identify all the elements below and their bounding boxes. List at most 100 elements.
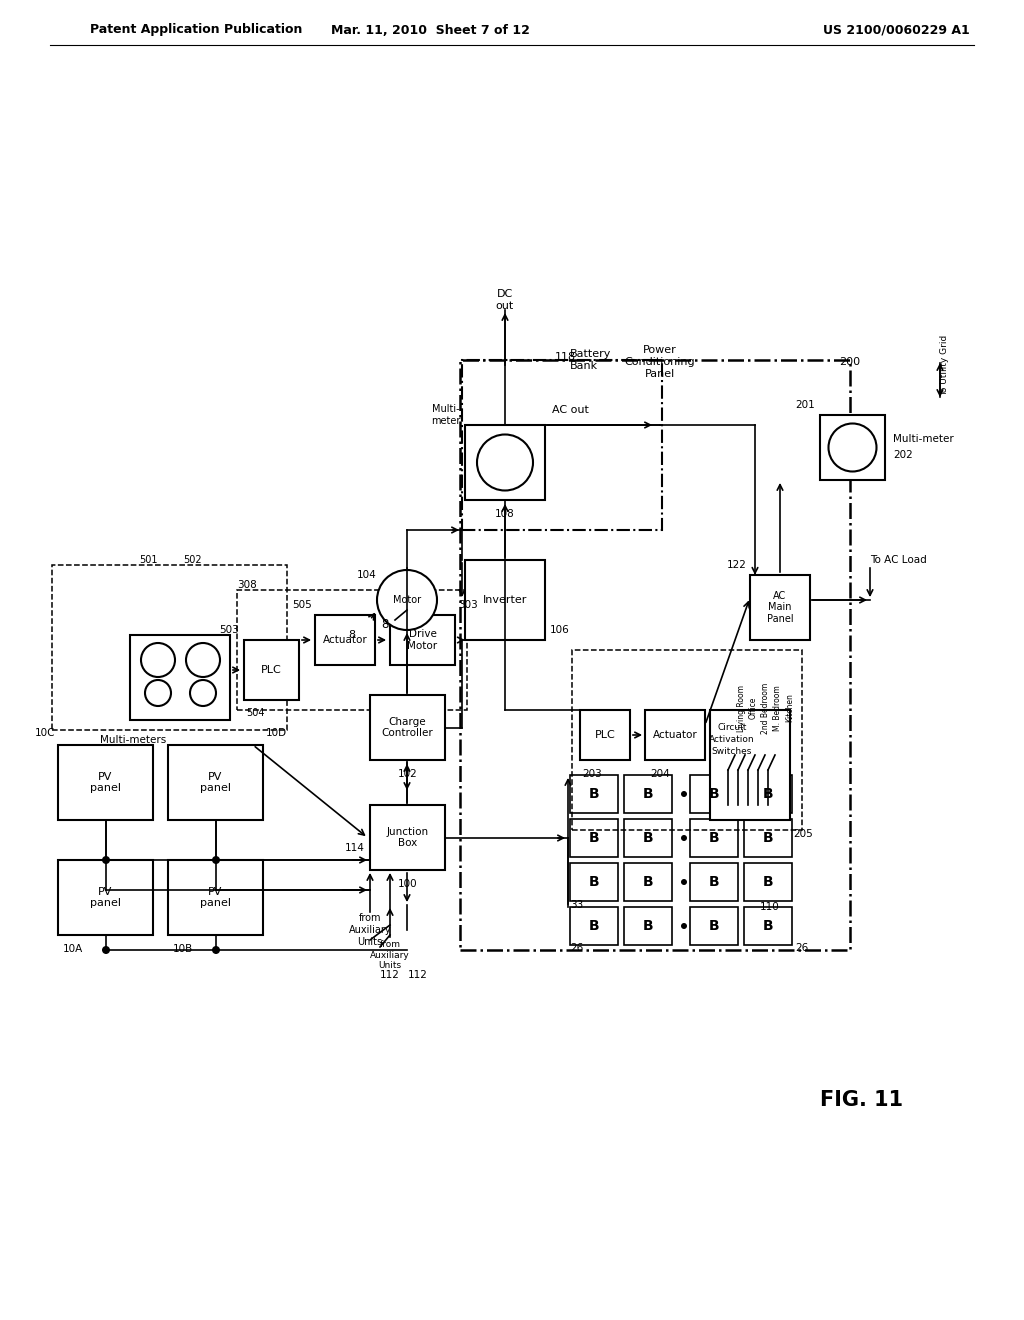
Text: B: B: [763, 832, 773, 845]
Bar: [750, 576, 810, 640]
Bar: [690, 775, 738, 813]
Text: Circuit: Circuit: [718, 723, 746, 733]
Text: PV
panel: PV panel: [90, 887, 121, 908]
Text: Multi-
meter: Multi- meter: [431, 404, 460, 426]
Text: PV
panel: PV panel: [200, 887, 231, 908]
Bar: [370, 696, 445, 760]
Bar: [390, 615, 455, 665]
Bar: [315, 615, 375, 665]
Text: 102: 102: [397, 770, 418, 779]
Text: Multi-meter: Multi-meter: [893, 434, 953, 445]
Text: Actuator: Actuator: [323, 635, 368, 645]
Text: M. Bedroom: M. Bedroom: [773, 685, 782, 731]
Bar: [690, 863, 738, 902]
Text: B: B: [709, 875, 719, 888]
Text: Charge
Controller: Charge Controller: [382, 717, 433, 738]
Text: 501: 501: [138, 554, 158, 565]
Text: 204: 204: [650, 770, 670, 779]
Text: B: B: [763, 875, 773, 888]
Circle shape: [212, 946, 220, 954]
Text: Patent Application Publication: Patent Application Publication: [90, 24, 302, 37]
Text: 118: 118: [554, 352, 575, 362]
Text: 203: 203: [582, 770, 602, 779]
Bar: [58, 744, 153, 820]
Text: PLC: PLC: [595, 730, 615, 741]
Text: Power
Conditioning
Panel: Power Conditioning Panel: [625, 346, 695, 379]
Circle shape: [145, 680, 171, 706]
Circle shape: [681, 836, 687, 841]
Bar: [462, 360, 662, 531]
Bar: [580, 710, 630, 760]
Text: 504: 504: [246, 708, 264, 718]
Circle shape: [190, 680, 216, 706]
Circle shape: [681, 791, 687, 797]
Bar: [465, 425, 545, 500]
Text: US 2100/0060229 A1: US 2100/0060229 A1: [823, 24, 970, 37]
Text: B: B: [589, 832, 599, 845]
Bar: [58, 861, 153, 935]
Text: Battery
Bank: Battery Bank: [570, 350, 611, 371]
Bar: [710, 710, 790, 820]
Text: Mar. 11, 2010  Sheet 7 of 12: Mar. 11, 2010 Sheet 7 of 12: [331, 24, 529, 37]
Text: 26: 26: [570, 942, 584, 953]
Text: B: B: [709, 787, 719, 801]
Text: 308: 308: [237, 579, 257, 590]
Text: B: B: [763, 919, 773, 933]
Circle shape: [102, 946, 110, 954]
Text: Multi-meters: Multi-meters: [100, 735, 166, 744]
Circle shape: [477, 434, 534, 491]
Bar: [645, 710, 705, 760]
Text: PV
panel: PV panel: [90, 772, 121, 793]
Text: B: B: [643, 832, 653, 845]
Bar: [744, 775, 792, 813]
Circle shape: [141, 643, 175, 677]
Text: B: B: [763, 787, 773, 801]
Bar: [820, 414, 885, 480]
Bar: [168, 744, 263, 820]
Bar: [570, 775, 618, 813]
Bar: [624, 907, 672, 945]
Text: PV
panel: PV panel: [200, 772, 231, 793]
Text: 100: 100: [397, 879, 418, 888]
Text: Actuator: Actuator: [652, 730, 697, 741]
Text: Office: Office: [749, 697, 758, 719]
Bar: [237, 590, 467, 710]
Text: B: B: [643, 875, 653, 888]
Circle shape: [681, 923, 687, 929]
Text: 10A: 10A: [63, 944, 83, 954]
Bar: [130, 635, 230, 719]
Text: 505: 505: [292, 601, 312, 610]
Bar: [624, 818, 672, 857]
Text: 112: 112: [380, 970, 400, 979]
Bar: [690, 818, 738, 857]
Text: DC
out: DC out: [496, 289, 514, 310]
Text: B: B: [643, 919, 653, 933]
Text: B: B: [589, 919, 599, 933]
Circle shape: [681, 879, 687, 884]
Text: 33: 33: [570, 900, 584, 909]
Text: 200: 200: [840, 356, 860, 367]
Text: 26: 26: [795, 942, 808, 953]
Text: 2nd Bedroom: 2nd Bedroom: [761, 682, 770, 734]
Text: from
Auxiliary
Units: from Auxiliary Units: [349, 913, 391, 946]
Text: 114: 114: [345, 843, 365, 853]
Bar: [570, 863, 618, 902]
Bar: [244, 640, 299, 700]
Text: from
Auxiliary
Units: from Auxiliary Units: [370, 940, 410, 970]
Text: To AC Load: To AC Load: [870, 554, 927, 565]
Text: Kitchen: Kitchen: [785, 693, 794, 722]
Text: 202: 202: [893, 450, 912, 461]
Text: Activation: Activation: [710, 735, 755, 744]
Text: 106: 106: [550, 624, 569, 635]
Text: PLC: PLC: [261, 665, 282, 675]
Text: Junction
Box: Junction Box: [386, 826, 429, 849]
Text: 8: 8: [348, 630, 355, 640]
Bar: [744, 818, 792, 857]
Text: B: B: [709, 919, 719, 933]
Text: Inverter: Inverter: [482, 595, 527, 605]
Text: 10B: 10B: [173, 944, 194, 954]
Text: AC out: AC out: [552, 405, 589, 414]
Text: B: B: [709, 832, 719, 845]
Circle shape: [377, 570, 437, 630]
Bar: [52, 565, 287, 730]
